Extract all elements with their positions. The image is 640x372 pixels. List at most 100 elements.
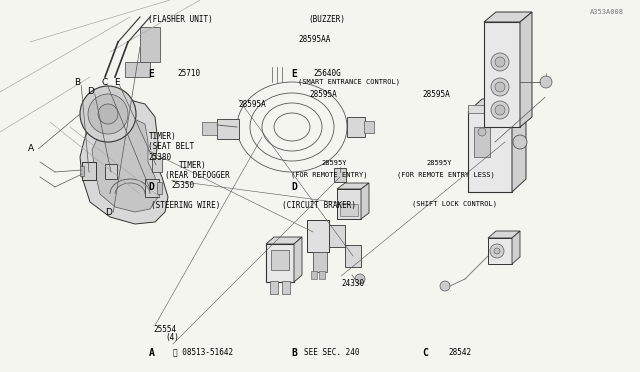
- Circle shape: [494, 248, 500, 254]
- Text: E: E: [115, 78, 120, 87]
- Polygon shape: [520, 12, 532, 127]
- Circle shape: [355, 274, 365, 284]
- Text: 28595A: 28595A: [238, 100, 266, 109]
- Text: (FLASHER UNIT): (FLASHER UNIT): [148, 15, 213, 24]
- Polygon shape: [266, 237, 302, 244]
- Text: (REAR DEFOGGER: (REAR DEFOGGER: [165, 171, 230, 180]
- Bar: [347, 117, 365, 137]
- Circle shape: [440, 281, 450, 291]
- Text: A353A008: A353A008: [590, 9, 624, 15]
- Text: TIMER): TIMER): [148, 132, 176, 141]
- Polygon shape: [468, 99, 526, 112]
- Polygon shape: [294, 237, 302, 282]
- Bar: [484, 22, 520, 127]
- Text: Ⓢ 08513-51642: Ⓢ 08513-51642: [173, 348, 233, 357]
- Bar: [271, 250, 289, 270]
- Polygon shape: [337, 183, 369, 189]
- Bar: [105, 164, 117, 179]
- Text: 25380: 25380: [148, 153, 172, 161]
- Text: D: D: [88, 87, 94, 96]
- Polygon shape: [512, 231, 520, 264]
- Circle shape: [495, 105, 505, 115]
- Text: 28595Y: 28595Y: [427, 160, 452, 166]
- Text: 28542: 28542: [448, 348, 471, 357]
- Text: 25640G: 25640G: [314, 69, 341, 78]
- Text: C: C: [101, 78, 108, 87]
- Text: 25554: 25554: [154, 326, 177, 334]
- Text: (STEERING WIRE): (STEERING WIRE): [151, 201, 220, 210]
- Bar: [217, 119, 239, 139]
- Bar: [319, 271, 325, 279]
- Text: A: A: [28, 144, 34, 153]
- Text: 28595AA: 28595AA: [299, 35, 332, 44]
- Text: D: D: [106, 208, 112, 217]
- Text: (SHIFT LOCK CONTROL): (SHIFT LOCK CONTROL): [412, 201, 497, 207]
- Text: 24330: 24330: [341, 279, 364, 288]
- Text: TIMER): TIMER): [179, 161, 207, 170]
- Bar: [468, 105, 512, 113]
- Bar: [202, 122, 217, 135]
- Bar: [329, 225, 345, 247]
- Polygon shape: [488, 231, 520, 238]
- Text: A: A: [148, 348, 154, 358]
- Circle shape: [88, 94, 128, 134]
- Bar: [152, 158, 162, 172]
- Text: 25350: 25350: [172, 181, 195, 190]
- Text: D: D: [148, 182, 154, 192]
- Bar: [125, 62, 150, 77]
- Circle shape: [491, 53, 509, 71]
- Bar: [337, 189, 361, 219]
- Text: 25710: 25710: [178, 69, 201, 78]
- Bar: [145, 179, 159, 197]
- Text: B: B: [291, 348, 297, 358]
- Bar: [340, 204, 358, 216]
- Circle shape: [98, 104, 118, 124]
- Text: C: C: [422, 348, 428, 358]
- Bar: [266, 244, 294, 282]
- Text: 28595A: 28595A: [309, 90, 337, 99]
- Text: (BUZZER): (BUZZER): [308, 15, 345, 24]
- Bar: [270, 281, 278, 294]
- Circle shape: [478, 128, 486, 136]
- Text: (CIRCUIT BRAKER): (CIRCUIT BRAKER): [282, 201, 356, 210]
- Bar: [307, 220, 329, 252]
- Bar: [488, 238, 512, 264]
- Circle shape: [491, 101, 509, 119]
- Circle shape: [540, 76, 552, 88]
- Polygon shape: [92, 117, 158, 212]
- Circle shape: [80, 86, 136, 142]
- Polygon shape: [512, 99, 526, 192]
- Bar: [311, 271, 317, 279]
- Text: (SEAT BELT: (SEAT BELT: [148, 142, 195, 151]
- Text: (4): (4): [165, 333, 179, 342]
- Bar: [82, 162, 96, 180]
- Text: 28595Y: 28595Y: [322, 160, 348, 166]
- Bar: [468, 112, 512, 192]
- Bar: [364, 121, 374, 133]
- Text: (FOR REMOTE ENTRY): (FOR REMOTE ENTRY): [291, 172, 368, 178]
- Bar: [140, 27, 160, 62]
- Bar: [474, 127, 490, 157]
- Circle shape: [495, 82, 505, 92]
- Text: (SMART ENTRANCE CONTROL): (SMART ENTRANCE CONTROL): [298, 78, 400, 84]
- Text: SEE SEC. 240: SEE SEC. 240: [304, 348, 360, 357]
- Circle shape: [513, 135, 527, 149]
- Text: E: E: [291, 69, 297, 79]
- Polygon shape: [80, 100, 168, 224]
- Text: E: E: [148, 69, 154, 79]
- Bar: [334, 168, 346, 182]
- Text: B: B: [74, 78, 80, 87]
- Circle shape: [490, 244, 504, 258]
- Bar: [157, 182, 162, 194]
- Text: 28595A: 28595A: [422, 90, 450, 99]
- Circle shape: [491, 78, 509, 96]
- Polygon shape: [484, 12, 532, 22]
- Bar: [80, 166, 84, 176]
- Text: D: D: [291, 182, 297, 192]
- Bar: [282, 281, 290, 294]
- Circle shape: [495, 57, 505, 67]
- Text: (FOR REMOTE ENTRY LESS): (FOR REMOTE ENTRY LESS): [397, 172, 495, 178]
- Polygon shape: [361, 183, 369, 219]
- Bar: [313, 252, 327, 272]
- Bar: [345, 245, 361, 267]
